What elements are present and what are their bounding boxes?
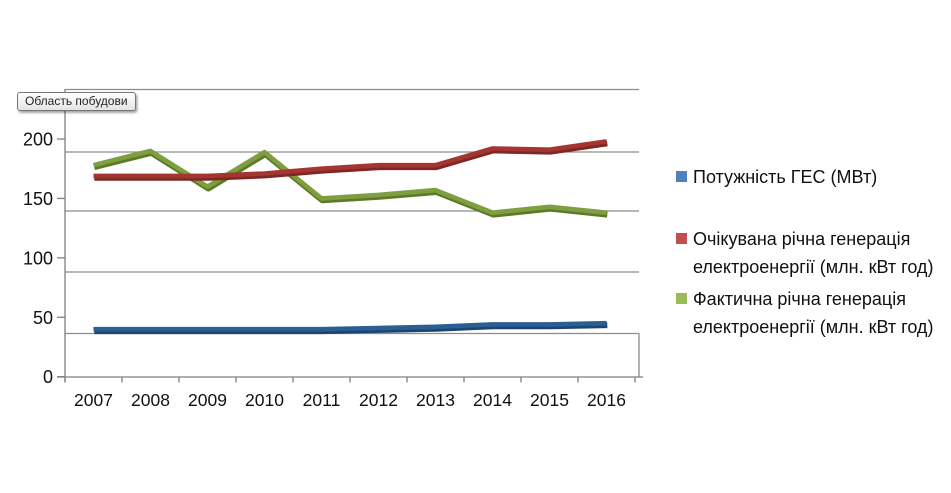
legend-item-actual-generation[interactable]: Фактична річна генерація електроенергії …	[676, 285, 951, 341]
x-axis-tick-label: 2014	[473, 390, 512, 410]
legend-item-expected-generation[interactable]: Очікувана річна генерація електроенергії…	[676, 225, 951, 281]
legend-swatch-capacity-icon	[676, 171, 687, 182]
legend-swatch-expected-icon	[676, 233, 687, 244]
legend-item-capacity[interactable]: Потужність ГЕС (МВт)	[676, 163, 951, 191]
x-axis-tick-label: 2010	[245, 390, 284, 410]
y-axis-tick-label: 50	[33, 308, 53, 328]
x-axis-tick-label: 2008	[131, 390, 170, 410]
x-axis-tick-label: 2016	[587, 390, 626, 410]
legend-swatch-actual-icon	[676, 293, 687, 304]
legend-label-capacity: Потужність ГЕС (МВт)	[693, 167, 878, 187]
legend-label-expected-generation: Очікувана річна генерація електроенергії…	[693, 229, 934, 277]
y-axis-tick-label: 150	[23, 189, 53, 209]
x-axis-tick-label: 2009	[188, 390, 227, 410]
y-axis-tick-label: 100	[23, 248, 53, 268]
series-line-capacity[interactable]	[93, 320, 607, 332]
y-axis-tick-label: 0	[43, 367, 53, 387]
y-axis-tick-label: 200	[23, 130, 53, 150]
x-axis-tick-label: 2015	[530, 390, 569, 410]
series-line-actual-generation[interactable]	[92, 148, 607, 215]
x-axis-tick-label: 2012	[359, 390, 398, 410]
x-axis-tick-label: 2007	[74, 390, 113, 410]
plot-area-tooltip: Область побудови	[17, 92, 136, 111]
plot-area-tooltip-label: Область побудови	[25, 94, 128, 108]
legend-label-actual-generation: Фактична річна генерація електроенергії …	[693, 289, 934, 337]
x-axis-tick-label: 2013	[416, 390, 455, 410]
x-axis-tick-label: 2011	[303, 390, 341, 410]
series-line-expected-generation[interactable]	[93, 139, 607, 179]
